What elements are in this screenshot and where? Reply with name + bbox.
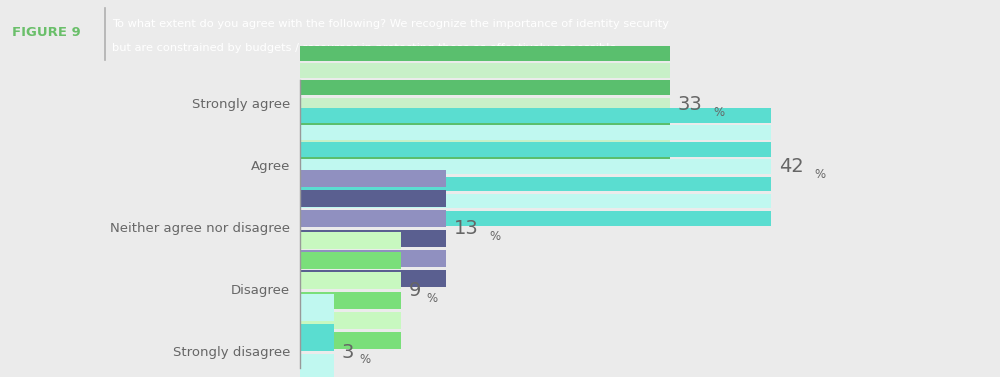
- FancyBboxPatch shape: [300, 63, 670, 78]
- Text: Disagree: Disagree: [231, 284, 290, 297]
- Text: Neither agree nor disagree: Neither agree nor disagree: [110, 222, 290, 235]
- FancyBboxPatch shape: [300, 312, 401, 329]
- FancyBboxPatch shape: [300, 210, 446, 227]
- FancyBboxPatch shape: [300, 143, 771, 157]
- Text: 42: 42: [779, 157, 803, 176]
- FancyBboxPatch shape: [300, 211, 771, 225]
- Text: Strongly disagree: Strongly disagree: [173, 346, 290, 359]
- FancyBboxPatch shape: [300, 190, 446, 207]
- FancyBboxPatch shape: [300, 125, 771, 140]
- Text: To what extent do you agree with the following? We recognize the importance of i: To what extent do you agree with the fol…: [112, 19, 669, 29]
- Text: 9: 9: [409, 281, 421, 300]
- Text: %: %: [360, 354, 371, 366]
- FancyBboxPatch shape: [300, 294, 334, 321]
- FancyBboxPatch shape: [300, 323, 334, 351]
- FancyBboxPatch shape: [300, 332, 401, 349]
- FancyBboxPatch shape: [300, 354, 334, 377]
- Text: %: %: [714, 106, 725, 119]
- FancyBboxPatch shape: [300, 81, 670, 95]
- Text: but are constrained by budgets / resources in protecting these as effectively as: but are constrained by budgets / resourc…: [112, 43, 620, 52]
- FancyBboxPatch shape: [300, 232, 401, 249]
- Text: 3: 3: [342, 343, 354, 362]
- FancyBboxPatch shape: [300, 194, 771, 208]
- FancyBboxPatch shape: [300, 250, 446, 267]
- FancyBboxPatch shape: [300, 292, 401, 309]
- Text: Strongly agree: Strongly agree: [192, 98, 290, 112]
- Text: 33: 33: [678, 95, 703, 115]
- FancyBboxPatch shape: [300, 252, 401, 269]
- FancyBboxPatch shape: [300, 272, 401, 289]
- FancyBboxPatch shape: [300, 46, 670, 61]
- Text: %: %: [490, 230, 501, 243]
- FancyBboxPatch shape: [300, 176, 771, 191]
- FancyBboxPatch shape: [300, 98, 670, 112]
- Text: %: %: [427, 292, 438, 305]
- FancyBboxPatch shape: [300, 108, 771, 123]
- Text: %: %: [815, 168, 826, 181]
- FancyBboxPatch shape: [300, 159, 771, 174]
- Text: FIGURE 9: FIGURE 9: [12, 26, 81, 39]
- FancyBboxPatch shape: [300, 270, 446, 287]
- FancyBboxPatch shape: [300, 115, 670, 129]
- Text: Agree: Agree: [251, 160, 290, 173]
- FancyBboxPatch shape: [300, 149, 670, 164]
- Text: 13: 13: [454, 219, 478, 238]
- FancyBboxPatch shape: [300, 230, 446, 247]
- FancyBboxPatch shape: [300, 170, 446, 187]
- FancyBboxPatch shape: [300, 132, 670, 147]
